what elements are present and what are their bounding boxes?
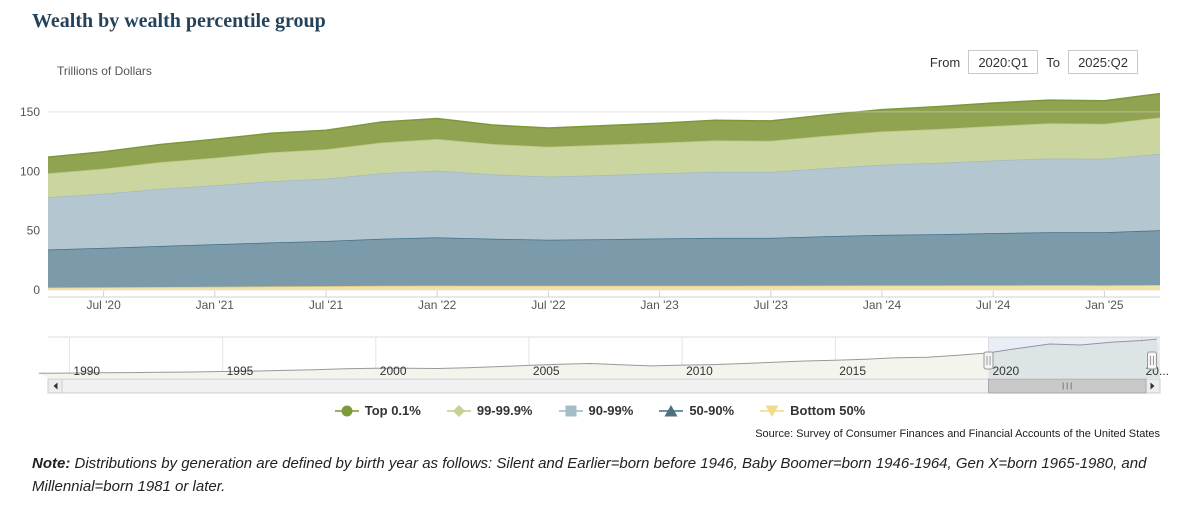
legend-item-99-99-9[interactable]: 99-99.9% (446, 403, 533, 418)
navigator-left-handle[interactable] (983, 351, 994, 370)
navigator-year-label: 1995 (227, 364, 254, 378)
legend-marker-triangle-up-icon (659, 404, 684, 416)
from-date-input[interactable] (968, 50, 1039, 74)
legend-marker-triangle-down-icon (760, 405, 785, 417)
stacked-area-chart: 0 50 100 150 Jul '20 Jan '21 Jul '21 Jan '22 Jul… (0, 85, 1200, 315)
left-arrow-icon (53, 382, 58, 390)
from-label: From (929, 54, 961, 70)
area-50-90 (48, 230, 1160, 288)
navigator-year-label: 1990 (73, 364, 100, 378)
right-arrow-icon (1150, 382, 1155, 390)
navigator-year-label: 2010 (686, 364, 713, 378)
navigator-right-handle[interactable] (1147, 351, 1157, 370)
y-tick-label-0: 0 (33, 283, 40, 297)
legend-item-50-90[interactable]: 50-90% (659, 403, 734, 418)
area-90-99 (48, 153, 1160, 250)
x-tick-label: Jul '22 (531, 298, 566, 312)
legend-label: 99-99.9% (476, 403, 533, 418)
legend-marker-circle-icon (334, 405, 359, 416)
area-99-99-9 (48, 117, 1160, 198)
area-border-top-0-1 (48, 92, 1160, 158)
legend-item-90-99[interactable]: 90-99% (558, 403, 634, 418)
navigator-svg: 1990 1995 2000 2005 2010 2015 2020 20... (38, 336, 1169, 394)
x-tick-label: Jul '21 (309, 298, 344, 312)
x-tick-label: Jan '25 (1085, 298, 1124, 312)
note-label: Note: (32, 455, 71, 472)
x-tick-label: Jan '23 (640, 298, 679, 312)
x-tick-label: Jan '24 (863, 298, 902, 312)
navigator-selected-range[interactable] (988, 337, 1161, 378)
legend-label: 90-99% (588, 403, 634, 418)
page-title: Wealth by wealth percentile group (32, 10, 326, 32)
navigator-year-label: 2000 (380, 364, 407, 378)
navigator-year-label: 2015 (839, 364, 866, 378)
x-tick-label: Jul '24 (976, 298, 1011, 312)
navigator-area-fill (38, 339, 1160, 378)
chart-legend: Top 0.1% 99-99.9% 90-99% 50-90% Bottom 5… (0, 403, 1200, 418)
y-tick-label-100: 100 (20, 164, 40, 178)
x-tick-label: Jul '23 (754, 298, 789, 312)
legend-label: 50-90% (689, 403, 735, 418)
legend-item-top-0-1[interactable]: Top 0.1% (334, 403, 421, 418)
range-navigator[interactable]: 1990 1995 2000 2005 2010 2015 2020 20... (0, 333, 1200, 395)
navigator-year-label: 2005 (533, 364, 560, 378)
date-range-controls: From To (930, 50, 1138, 74)
source-text: Source: Survey of Consumer Finances and … (755, 428, 1160, 440)
to-label: To (1046, 54, 1060, 70)
to-date-input[interactable] (1068, 50, 1138, 74)
area-top-0-1 (48, 93, 1160, 174)
x-tick-label: Jan '22 (418, 298, 457, 312)
legend-marker-diamond-icon (446, 404, 471, 417)
legend-label: Bottom 50% (790, 403, 866, 418)
note-body: Distributions by generation are defined … (32, 455, 1147, 495)
navigator-series-line (38, 338, 1157, 374)
note-text: Note: Distributions by generation are de… (32, 452, 1157, 498)
y-tick-label-150: 150 (20, 105, 40, 119)
main-chart-svg: 0 50 100 150 Jul '20 Jan '21 Jul '21 Jan '22 Jul… (20, 92, 1160, 312)
legend-item-bottom-50[interactable]: Bottom 50% (760, 403, 865, 418)
legend-label: Top 0.1% (364, 403, 421, 418)
legend-marker-square-icon (558, 405, 583, 416)
navigator-year-label: 2020 (993, 364, 1020, 378)
y-axis-unit-label: Trillions of Dollars (57, 64, 152, 78)
x-tick-label: Jul '20 (86, 298, 121, 312)
y-tick-label-50: 50 (27, 224, 41, 238)
x-tick-label: Jan '21 (196, 298, 235, 312)
